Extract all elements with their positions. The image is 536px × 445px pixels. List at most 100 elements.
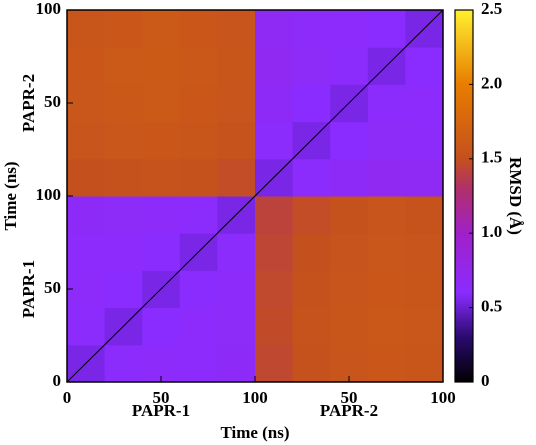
heatmap-cell [217, 270, 256, 309]
heatmap-cell [330, 121, 369, 160]
heatmap-cell [255, 84, 294, 123]
heatmap-cell [179, 47, 218, 85]
heatmap-cell [104, 233, 143, 271]
heatmap-cell [330, 196, 369, 234]
heatmap-cell [217, 344, 256, 383]
heatmap-cell [217, 121, 256, 160]
heatmap-cell [330, 47, 369, 85]
heatmap-cell [292, 196, 331, 234]
colorbar-tick-label: 2.0 [481, 73, 502, 92]
heatmap-cell [104, 158, 143, 197]
heatmap-cell [367, 121, 406, 160]
heatmap-cell [367, 307, 406, 346]
heatmap-cell [67, 10, 106, 48]
heatmap-cell [67, 47, 106, 85]
heatmap-cell [367, 10, 406, 48]
heatmap-cell [405, 344, 444, 383]
heatmap-cell [330, 10, 369, 48]
heatmap-cell [179, 10, 218, 48]
heatmap-cell [292, 307, 331, 346]
heatmap-cell [142, 233, 181, 271]
colorbar-tick-label: 1.0 [481, 222, 502, 241]
x-tick-label: 50 [153, 388, 170, 407]
heatmap-cell [405, 196, 444, 234]
heatmap-cell [292, 158, 331, 197]
y-tick-label: 100 [36, 185, 62, 204]
heatmap-cell [255, 307, 294, 346]
colorbar-tick-label: 0.5 [481, 297, 502, 316]
heatmap-cell [67, 158, 106, 197]
x-tick-label: 0 [63, 388, 72, 407]
heatmap-cell [142, 307, 181, 346]
colorbar-tick-label: 2.5 [481, 0, 502, 18]
heatmap-cell [367, 233, 406, 271]
heatmap-cell [179, 307, 218, 346]
y-tick-label: 50 [44, 278, 61, 297]
heatmap-cell [405, 270, 444, 309]
heatmap-cell [67, 84, 106, 123]
heatmap-cell [405, 233, 444, 271]
x-group-label: PAPR-1 [132, 401, 190, 420]
heatmap-cell [367, 158, 406, 197]
heatmap-cell [67, 270, 106, 309]
heatmap-cell [255, 233, 294, 271]
y-tick-label: 0 [53, 371, 62, 390]
heatmap-cell [67, 233, 106, 271]
heatmap-cell [217, 10, 256, 48]
heatmap-cell [292, 47, 331, 85]
x-tick-label: 100 [242, 388, 268, 407]
heatmap-cell [179, 158, 218, 197]
heatmap-cell [104, 10, 143, 48]
heatmap-cell [67, 307, 106, 346]
heatmap-cell [330, 233, 369, 271]
heatmap-cell [104, 121, 143, 160]
heatmap-cell [292, 10, 331, 48]
heatmap-cell [405, 84, 444, 123]
heatmap-cell [405, 307, 444, 346]
colorbar-title: RMSD (Å) [506, 157, 525, 235]
heatmap-cell [255, 10, 294, 48]
heatmap-cell [142, 10, 181, 48]
heatmap-cell [255, 196, 294, 234]
heatmap-cell [217, 233, 256, 271]
y-tick-label: 50 [44, 92, 61, 111]
heatmap-cell [217, 84, 256, 123]
heatmap-cell [142, 158, 181, 197]
heatmap-cell [405, 158, 444, 197]
heatmap-cell [104, 344, 143, 383]
heatmap-cell [367, 344, 406, 383]
heatmap-cell [292, 233, 331, 271]
heatmap-cell [142, 196, 181, 234]
heatmap-cell [179, 84, 218, 123]
heatmap-cell [142, 121, 181, 160]
diagonal [66, 9, 444, 383]
heatmap-cell [255, 344, 294, 383]
heatmap-cell [104, 270, 143, 309]
x-tick-label: 100 [430, 388, 456, 407]
heatmap-cell [367, 196, 406, 234]
heatmap-cell [292, 84, 331, 123]
heatmap-cell [217, 47, 256, 85]
heatmap-cell [179, 121, 218, 160]
y-group-label: PAPR-1 [19, 260, 38, 318]
y-axis-title: Time (ns) [1, 161, 20, 230]
y-tick-label: 100 [36, 0, 62, 18]
heatmap-cell [292, 270, 331, 309]
x-group-label: PAPR-2 [320, 401, 378, 420]
x-tick-label: 50 [341, 388, 358, 407]
heatmap-cell [405, 121, 444, 160]
colorbar [454, 9, 474, 383]
x-axis-title: Time (ns) [220, 423, 289, 442]
heatmap-cell [255, 47, 294, 85]
y-group-label: PAPR-2 [19, 74, 38, 132]
heatmap-cell [217, 307, 256, 346]
heatmap-cell [104, 47, 143, 85]
heatmap-cell [179, 196, 218, 234]
colorbar-tick-label: 1.5 [481, 148, 502, 167]
heatmap-cell [405, 47, 444, 85]
heatmap-cell [104, 84, 143, 123]
heatmap-cell [179, 270, 218, 309]
heatmap-cell [104, 196, 143, 234]
heatmap-cell [255, 270, 294, 309]
